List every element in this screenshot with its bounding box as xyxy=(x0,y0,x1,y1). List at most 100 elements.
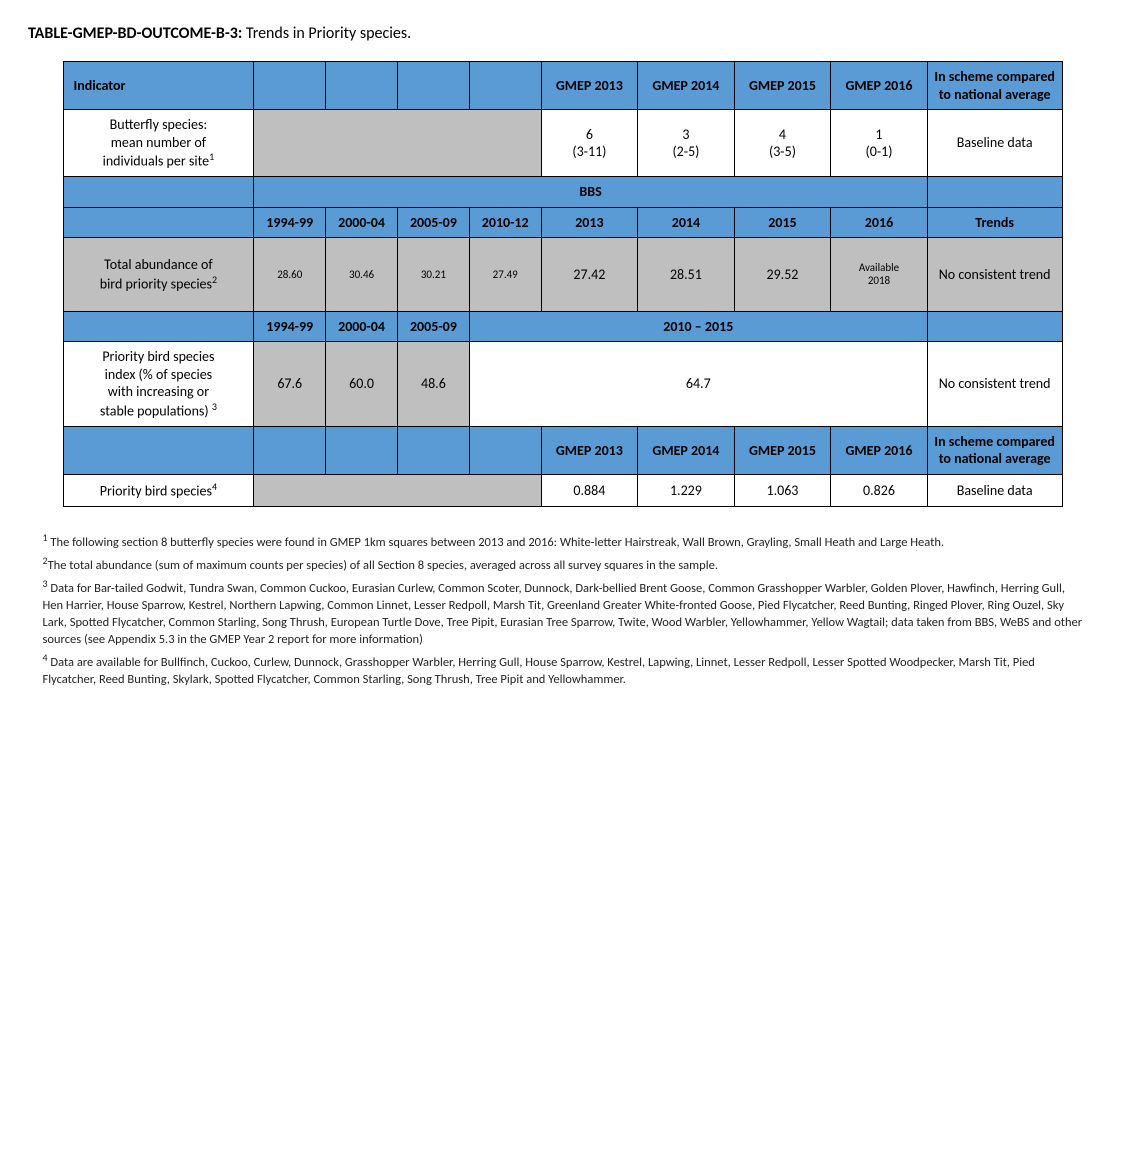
label-line: individuals per site xyxy=(103,153,210,170)
footnote-sup: 3 xyxy=(43,577,48,590)
cell-value: 1 (0-1) xyxy=(831,110,928,177)
col-period: 2005-09 xyxy=(397,207,469,238)
footnote-ref: 1 xyxy=(209,150,214,163)
table-row: Total abundance of bird priority species… xyxy=(63,238,1062,312)
col-gmep-2016: GMEP 2016 xyxy=(831,426,928,474)
col-year: 2014 xyxy=(638,207,735,238)
footnote-text: The total abundance (sum of maximum coun… xyxy=(48,558,718,573)
col-gmep-2016: GMEP 2016 xyxy=(831,62,928,110)
footnote-sup: 4 xyxy=(43,651,48,664)
footnotes: 1 The following section 8 butterfly spec… xyxy=(43,531,1083,689)
col-period-span: 2010 – 2015 xyxy=(469,311,927,342)
label-line: mean number of xyxy=(111,134,206,151)
value-top: 1 xyxy=(875,126,882,143)
cell-baseline: Baseline data xyxy=(927,474,1062,506)
label-line: stable populations) xyxy=(100,402,209,419)
footnote-4: 4 Data are available for Bullfinch, Cuck… xyxy=(43,651,1083,689)
footnote-text: Data for Bar-tailed Godwit, Tundra Swan,… xyxy=(43,581,1083,647)
label-line: bird priority species xyxy=(100,275,212,292)
label-line: Priority bird species xyxy=(102,348,214,365)
table-title: TABLE-GMEP-BD-OUTCOME-B-3: Trends in Pri… xyxy=(28,24,1097,43)
col-period: 2000-04 xyxy=(326,311,398,342)
bbs-span: BBS xyxy=(254,177,927,208)
table-row: Priority bird species4 0.884 1.229 1.063… xyxy=(63,474,1062,506)
value-range: (2-5) xyxy=(672,143,699,160)
footnote-sup: 1 xyxy=(43,531,48,544)
cell-trend: No consistent trend xyxy=(927,342,1062,427)
label-line: Total abundance of xyxy=(104,256,212,273)
blank-cell xyxy=(254,110,541,177)
cell-value: 60.0 xyxy=(326,342,398,427)
col-gmep-2015: GMEP 2015 xyxy=(734,426,831,474)
blank-cell xyxy=(254,474,541,506)
footnote-ref: 2 xyxy=(212,273,217,286)
row-label-abundance: Total abundance of bird priority species… xyxy=(63,238,254,312)
blank-cell xyxy=(927,177,1062,208)
value-line: 2018 xyxy=(868,274,890,287)
row-label-index: Priority bird species index (% of specie… xyxy=(63,342,254,427)
col-period: 1994-99 xyxy=(254,311,326,342)
footnote-3: 3 Data for Bar-tailed Godwit, Tundra Swa… xyxy=(43,577,1083,649)
col-gmep-2014: GMEP 2014 xyxy=(638,62,735,110)
value-line: Available xyxy=(859,261,899,274)
footnote-text: Data are available for Bullfinch, Cuckoo… xyxy=(43,655,1035,687)
row-label-pbs: Priority bird species4 xyxy=(63,474,254,506)
footnote-2: 2The total abundance (sum of maximum cou… xyxy=(43,554,1083,575)
blank-cell xyxy=(63,177,254,208)
footnote-ref: 4 xyxy=(212,480,217,493)
blank-cell xyxy=(469,426,541,474)
cell-value: 30.46 xyxy=(326,238,398,312)
blank-cell xyxy=(326,62,398,110)
cell-value: 1.063 xyxy=(734,474,831,506)
col-year: 2013 xyxy=(541,207,638,238)
footnote-ref: 3 xyxy=(212,400,217,413)
table-desc: Trends in Priority species. xyxy=(246,24,411,43)
col-indicator: Indicator xyxy=(63,62,254,110)
cell-value: Available 2018 xyxy=(831,238,928,312)
table-code: TABLE-GMEP-BD-OUTCOME-B-3: xyxy=(28,24,242,43)
cell-value: 28.60 xyxy=(254,238,326,312)
col-year: 2015 xyxy=(734,207,831,238)
blank-cell xyxy=(397,426,469,474)
blank-cell xyxy=(254,426,326,474)
table-row: BBS xyxy=(63,177,1062,208)
value-top: 3 xyxy=(682,126,689,143)
cell-value: 28.51 xyxy=(638,238,735,312)
col-gmep-2015: GMEP 2015 xyxy=(734,62,831,110)
col-gmep-2014: GMEP 2014 xyxy=(638,426,735,474)
value-top: 6 xyxy=(586,126,593,143)
table-row: Priority bird species index (% of specie… xyxy=(63,342,1062,427)
col-period: 2005-09 xyxy=(397,311,469,342)
value-range: (3-11) xyxy=(572,143,606,160)
table-row: GMEP 2013 GMEP 2014 GMEP 2015 GMEP 2016 … xyxy=(63,426,1062,474)
cell-value: 48.6 xyxy=(397,342,469,427)
footnote-text: The following section 8 butterfly specie… xyxy=(50,535,944,550)
col-scheme-compare: In scheme compared to national average xyxy=(927,62,1062,110)
cell-value: 27.49 xyxy=(469,238,541,312)
col-gmep-2013: GMEP 2013 xyxy=(541,62,638,110)
label-line: Priority bird species xyxy=(100,483,212,500)
row-label-butterfly: Butterfly species: mean number of indivi… xyxy=(63,110,254,177)
value-top: 4 xyxy=(779,126,786,143)
blank-cell xyxy=(63,426,254,474)
col-period: 1994-99 xyxy=(254,207,326,238)
cell-value: 3 (2-5) xyxy=(638,110,735,177)
col-period: 2010-12 xyxy=(469,207,541,238)
cell-baseline: Baseline data xyxy=(927,110,1062,177)
cell-value: 0.884 xyxy=(541,474,638,506)
col-gmep-2013: GMEP 2013 xyxy=(541,426,638,474)
col-year: 2016 xyxy=(831,207,928,238)
label-line: with increasing or xyxy=(108,383,209,400)
col-scheme-compare: In scheme compared to national average xyxy=(927,426,1062,474)
cell-trend: No consistent trend xyxy=(927,238,1062,312)
cell-value: 6 (3-11) xyxy=(541,110,638,177)
blank-cell xyxy=(469,62,541,110)
cell-value: 0.826 xyxy=(831,474,928,506)
cell-value: 29.52 xyxy=(734,238,831,312)
cell-value-span: 64.7 xyxy=(469,342,927,427)
footnote-1: 1 The following section 8 butterfly spec… xyxy=(43,531,1083,552)
blank-cell xyxy=(397,62,469,110)
blank-cell xyxy=(63,207,254,238)
label-line: index (% of species xyxy=(105,366,213,383)
label-line: Butterfly species: xyxy=(110,116,208,133)
